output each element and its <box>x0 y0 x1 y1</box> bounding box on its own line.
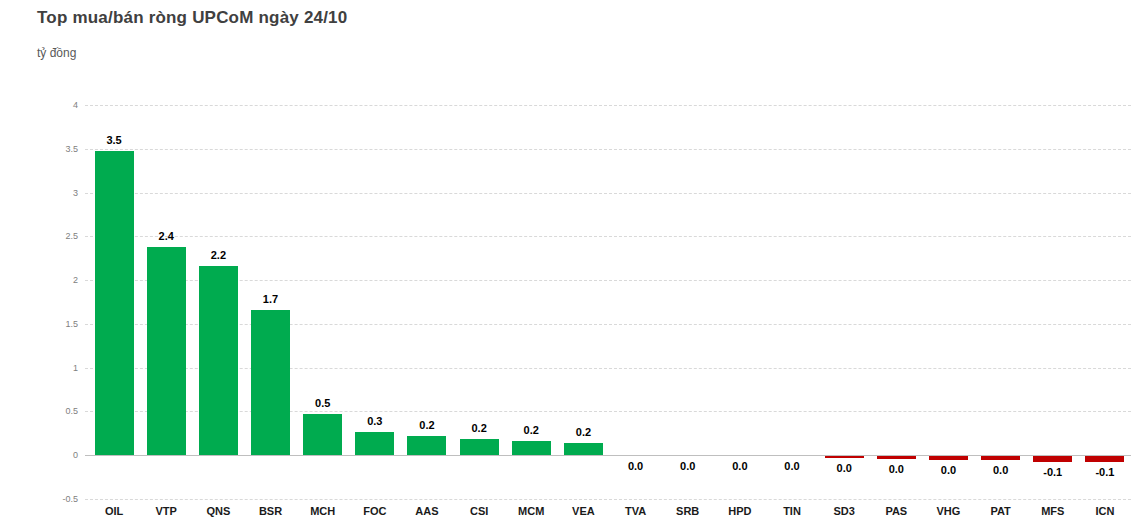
x-axis-label-srb: SRB <box>662 505 714 517</box>
bar-mfs <box>1033 456 1072 462</box>
value-label-pat: 0.0 <box>975 464 1027 476</box>
y-axis-tick-label: 2 <box>40 275 78 285</box>
value-label-vhg: 0.0 <box>922 464 974 476</box>
x-axis-label-sd3: SD3 <box>818 505 870 517</box>
bar-foc <box>355 432 394 455</box>
bar-mcm <box>512 441 551 455</box>
gridline <box>85 280 1131 281</box>
value-label-oil: 3.5 <box>88 134 140 146</box>
gridline <box>85 105 1131 106</box>
x-axis-label-bsr: BSR <box>244 505 296 517</box>
value-label-qns: 2.2 <box>192 249 244 261</box>
bar-bsr <box>251 310 290 455</box>
value-label-mch: 0.5 <box>297 397 349 409</box>
value-label-tin: 0.0 <box>766 460 818 472</box>
gridline <box>85 324 1131 325</box>
bar-pat <box>981 456 1020 460</box>
bar-icn <box>1085 456 1124 462</box>
x-axis-label-aas: AAS <box>401 505 453 517</box>
bar-vea <box>564 443 603 455</box>
x-axis-label-tva: TVA <box>610 505 662 517</box>
gridline <box>85 193 1131 194</box>
x-axis-label-icn: ICN <box>1079 505 1131 517</box>
y-axis-tick-label: 3.5 <box>40 144 78 154</box>
value-label-icn: -0.1 <box>1079 466 1131 478</box>
bar-sd3 <box>825 456 864 458</box>
value-label-mfs: -0.1 <box>1027 466 1079 478</box>
y-axis-tick-label: 1.5 <box>40 319 78 329</box>
value-label-bsr: 1.7 <box>244 293 296 305</box>
x-axis-label-pat: PAT <box>975 505 1027 517</box>
bar-qns <box>199 266 238 455</box>
bar-aas <box>407 436 446 455</box>
value-label-hpd: 0.0 <box>714 460 766 472</box>
chart-unit-label: tỷ đồng <box>37 46 76 60</box>
x-axis-label-oil: OIL <box>88 505 140 517</box>
bar-oil <box>95 151 134 455</box>
y-axis-tick-label: -0.5 <box>40 494 78 504</box>
y-axis-tick-label: 2.5 <box>40 231 78 241</box>
x-axis-label-vtp: VTP <box>140 505 192 517</box>
x-axis-label-tin: TIN <box>766 505 818 517</box>
value-label-foc: 0.3 <box>349 415 401 427</box>
bar-csi <box>460 439 499 455</box>
x-axis-label-mch: MCH <box>297 505 349 517</box>
gridline <box>85 499 1131 500</box>
value-label-pas: 0.0 <box>870 463 922 475</box>
gridline <box>85 368 1131 369</box>
x-axis-label-mcm: MCM <box>505 505 557 517</box>
x-axis-label-foc: FOC <box>349 505 401 517</box>
x-axis-line <box>85 455 1131 456</box>
chart-title: Top mua/bán ròng UPCoM ngày 24/10 <box>37 8 347 28</box>
value-label-sd3: 0.0 <box>818 462 870 474</box>
x-axis-label-hpd: HPD <box>714 505 766 517</box>
value-label-vea: 0.2 <box>557 426 609 438</box>
gridline <box>85 411 1131 412</box>
x-axis-label-pas: PAS <box>870 505 922 517</box>
y-axis-tick-label: 1 <box>40 363 78 373</box>
value-label-aas: 0.2 <box>401 419 453 431</box>
y-axis-tick-label: 0.5 <box>40 406 78 416</box>
y-axis-tick-label: 3 <box>40 188 78 198</box>
x-axis-label-mfs: MFS <box>1027 505 1079 517</box>
y-axis-tick-label: 4 <box>40 100 78 110</box>
gridline <box>85 236 1131 237</box>
gridline <box>85 149 1131 150</box>
value-label-vtp: 2.4 <box>140 230 192 242</box>
net-buy-sell-bar-chart: Top mua/bán ròng UPCoM ngày 24/10 tỷ đồn… <box>0 0 1131 523</box>
value-label-tva: 0.0 <box>610 460 662 472</box>
value-label-mcm: 0.2 <box>505 424 557 436</box>
bar-vtp <box>147 247 186 455</box>
y-axis-tick-label: 0 <box>40 450 78 460</box>
value-label-srb: 0.0 <box>662 460 714 472</box>
x-axis-label-vhg: VHG <box>922 505 974 517</box>
value-label-csi: 0.2 <box>453 422 505 434</box>
bar-mch <box>303 414 342 455</box>
bar-vhg <box>929 456 968 460</box>
x-axis-label-csi: CSI <box>453 505 505 517</box>
x-axis-label-qns: QNS <box>192 505 244 517</box>
bar-pas <box>877 456 916 459</box>
x-axis-label-vea: VEA <box>557 505 609 517</box>
